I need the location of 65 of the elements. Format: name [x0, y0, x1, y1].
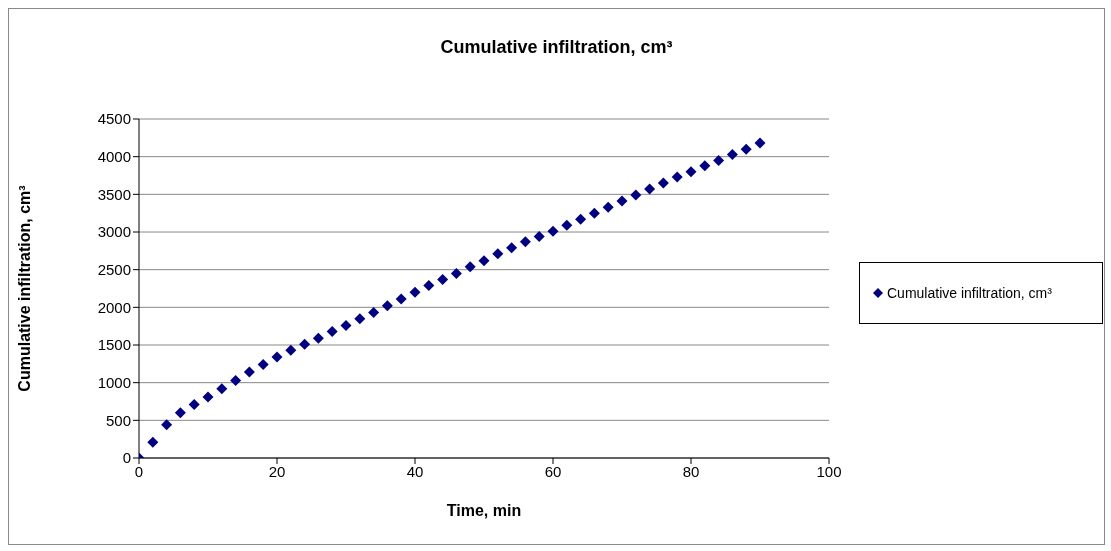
- legend-label: Cumulative infiltration, cm³: [887, 285, 1052, 301]
- point: [713, 154, 725, 166]
- point: [161, 419, 173, 431]
- x-tick-label: 0: [134, 462, 144, 480]
- y-tick-label: 0: [122, 449, 131, 467]
- point: [492, 248, 504, 260]
- y-tick-label: 4500: [97, 110, 131, 128]
- point: [326, 325, 338, 337]
- point: [230, 374, 242, 386]
- x-axis-title: Time, min: [446, 502, 522, 519]
- x-tick-label: 80: [682, 462, 700, 480]
- y-tick-label: 2500: [97, 260, 131, 278]
- point: [271, 351, 283, 363]
- point: [285, 344, 297, 356]
- point: [202, 391, 214, 403]
- point: [657, 177, 669, 189]
- point: [423, 279, 435, 291]
- point: [740, 143, 752, 155]
- point: [726, 148, 738, 160]
- y-tick-label: 1000: [97, 373, 131, 391]
- point: [257, 359, 269, 371]
- point: [616, 195, 628, 207]
- point: [671, 171, 683, 183]
- x-tick-label: 40: [406, 462, 424, 480]
- point: [464, 261, 476, 273]
- point: [588, 207, 600, 219]
- point: [188, 399, 200, 411]
- point: [243, 366, 255, 378]
- x-tick-label: 20: [268, 462, 286, 480]
- point: [533, 231, 545, 243]
- y-axis-title: Cumulative infiltration, cm³: [15, 185, 33, 392]
- y-tick-label: 2000: [97, 298, 131, 316]
- point: [216, 383, 228, 395]
- point: [437, 273, 449, 285]
- chart-title: Cumulative infiltration, cm³: [439, 37, 674, 58]
- y-tick-label: 4000: [97, 147, 131, 165]
- y-tick-label: 3500: [97, 185, 131, 203]
- point: [174, 407, 186, 419]
- point: [478, 255, 490, 267]
- point: [699, 160, 711, 172]
- point: [340, 319, 352, 331]
- point: [754, 137, 766, 149]
- point: [561, 219, 573, 231]
- point: [312, 332, 324, 344]
- point: [395, 293, 407, 305]
- x-tick-label: 60: [544, 462, 562, 480]
- point: [409, 286, 421, 298]
- point: [575, 213, 587, 225]
- y-tick-label: 3000: [97, 223, 131, 241]
- y-tick-label: 500: [105, 411, 131, 429]
- point: [547, 225, 559, 237]
- point: [506, 242, 518, 254]
- point: [685, 166, 697, 178]
- point: [519, 236, 531, 248]
- point: [644, 183, 656, 195]
- point: [630, 189, 642, 201]
- point: [354, 313, 366, 325]
- point: [602, 201, 614, 213]
- point: [147, 436, 159, 448]
- point: [299, 338, 311, 350]
- point: [381, 300, 393, 312]
- x-tick-label: 100: [816, 462, 842, 480]
- point: [450, 267, 462, 279]
- y-tick-label: 1500: [97, 336, 131, 354]
- point: [368, 307, 380, 319]
